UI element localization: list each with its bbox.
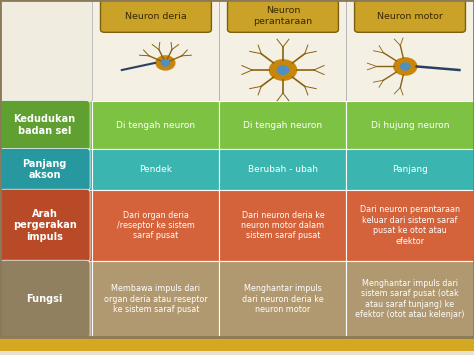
Bar: [0, 149, 474, 190]
Text: Berubah - ubah: Berubah - ubah: [248, 165, 318, 174]
FancyBboxPatch shape: [0, 260, 90, 338]
Bar: [346, 261, 474, 337]
Text: Panjang: Panjang: [392, 165, 428, 174]
Text: Pendek: Pendek: [139, 165, 173, 174]
Text: Neuron
perantaraan: Neuron perantaraan: [254, 6, 312, 26]
Text: Di hujung neuron: Di hujung neuron: [371, 121, 449, 130]
Text: Fungsi: Fungsi: [27, 294, 63, 304]
Bar: [0, 337, 474, 351]
Bar: [0, 101, 474, 149]
FancyBboxPatch shape: [100, 0, 211, 32]
Bar: [219, 0, 346, 101]
Text: Panjang
akson: Panjang akson: [22, 159, 67, 180]
FancyBboxPatch shape: [228, 0, 338, 32]
Text: Menghantar impuls
dari neuron deria ke
neuron motor: Menghantar impuls dari neuron deria ke n…: [242, 284, 324, 314]
Bar: [92, 261, 219, 337]
Bar: [346, 0, 474, 101]
Bar: [219, 101, 346, 149]
Bar: [0, 261, 474, 337]
Circle shape: [161, 60, 170, 66]
Bar: [346, 190, 474, 261]
Circle shape: [401, 63, 410, 70]
Text: Arah
pergerakan
impuls: Arah pergerakan impuls: [13, 209, 76, 242]
Text: Dari organ deria
/reseptor ke sistem
saraf pusat: Dari organ deria /reseptor ke sistem sar…: [117, 211, 195, 240]
Bar: [346, 149, 474, 190]
Bar: [346, 101, 474, 149]
Bar: [0, 0, 474, 101]
Bar: [92, 190, 219, 261]
Circle shape: [394, 58, 417, 75]
Bar: [0, 190, 474, 261]
Circle shape: [156, 56, 175, 70]
Text: Kedudukan
badan sel: Kedudukan badan sel: [13, 114, 76, 136]
Text: Dari neuron deria ke
neuron motor dalam
sistem saraf pusat: Dari neuron deria ke neuron motor dalam …: [241, 211, 325, 240]
Text: Dari neuron perantaraan
keluar dari sistem saraf
pusat ke otot atau
efektor: Dari neuron perantaraan keluar dari sist…: [360, 205, 460, 246]
Text: Neuron motor: Neuron motor: [377, 12, 443, 21]
Bar: [92, 0, 219, 101]
Bar: [219, 149, 346, 190]
Text: Di tengah neuron: Di tengah neuron: [117, 121, 195, 130]
Bar: [219, 261, 346, 337]
FancyBboxPatch shape: [355, 0, 465, 32]
Circle shape: [277, 66, 289, 74]
FancyBboxPatch shape: [0, 189, 90, 262]
Bar: [92, 101, 219, 149]
Bar: [92, 149, 219, 190]
FancyBboxPatch shape: [0, 148, 90, 191]
Text: Membawa impuls dari
organ deria atau reseptor
ke sistem saraf pusat: Membawa impuls dari organ deria atau res…: [104, 284, 208, 314]
Text: Neuron deria: Neuron deria: [125, 12, 187, 21]
Text: Di tengah neuron: Di tengah neuron: [244, 121, 322, 130]
Circle shape: [269, 60, 297, 80]
Text: Menghantar impuls dari
sistem saraf pusat (otak
atau saraf tunjang) ke
efektor (: Menghantar impuls dari sistem saraf pusa…: [355, 279, 465, 319]
Bar: [219, 190, 346, 261]
FancyBboxPatch shape: [0, 100, 90, 150]
